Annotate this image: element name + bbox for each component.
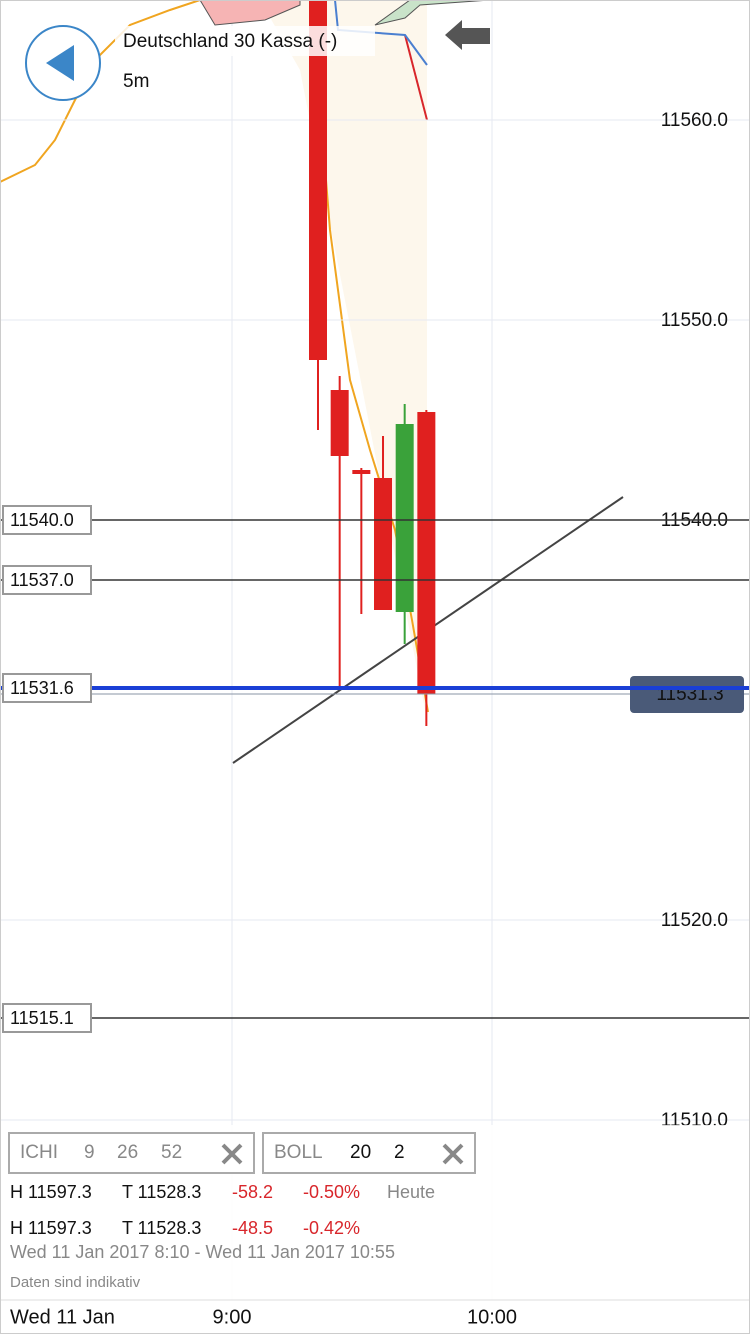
y-tick-label: 11550.0 xyxy=(661,310,728,331)
boll-box[interactable] xyxy=(262,1132,476,1174)
level-box xyxy=(2,673,92,703)
level-label: 11515.1 xyxy=(10,1008,74,1028)
x-tick-label: 9:00 xyxy=(213,1306,252,1328)
period: Heute xyxy=(387,1182,435,1202)
ichi-param: 26 xyxy=(117,1142,138,1163)
back-icon xyxy=(46,45,74,81)
change-pct: -0.42% xyxy=(303,1218,360,1238)
low: T 11528.3 xyxy=(122,1182,201,1202)
candle-body xyxy=(374,478,393,610)
x-date: Wed 11 Jan xyxy=(10,1306,115,1328)
signal-line xyxy=(404,34,428,121)
plot: 11560.011550.011540.011520.011510.011531… xyxy=(0,0,750,1131)
level-label: 11540.0 xyxy=(10,510,74,530)
level-label: 11537.0 xyxy=(10,570,74,590)
level-label: 11531.6 xyxy=(10,678,74,698)
ichi-box[interactable] xyxy=(8,1132,255,1174)
y-tick-label: 11560.0 xyxy=(661,110,728,131)
change: -58.2 xyxy=(232,1182,273,1202)
ichi: ICHI xyxy=(20,1142,58,1163)
level-box xyxy=(2,1003,92,1033)
high: H 11597.3 xyxy=(10,1218,92,1238)
back-arrow-icon[interactable] xyxy=(445,20,490,50)
level-box xyxy=(2,505,92,535)
date-range: Wed 11 Jan 2017 8:10 - Wed 11 Jan 2017 1… xyxy=(10,1242,395,1262)
boll-mid xyxy=(317,79,429,713)
note: Daten sind indikativ xyxy=(10,1274,141,1291)
high: H 11597.3 xyxy=(10,1182,92,1202)
change-pct: -0.50% xyxy=(303,1182,360,1202)
instrument: Deutschland 30 Kassa (-) xyxy=(123,31,337,52)
candle-body xyxy=(417,412,436,694)
change: -48.5 xyxy=(232,1218,273,1238)
boll-param: 20 xyxy=(350,1142,371,1163)
candle-body xyxy=(395,424,414,612)
low: T 11528.3 xyxy=(122,1218,201,1238)
boll: BOLL xyxy=(274,1142,323,1163)
cloud-green xyxy=(374,0,491,26)
close-icon[interactable] xyxy=(221,1143,243,1165)
title-bg xyxy=(115,26,375,56)
ichi-param: 52 xyxy=(161,1142,182,1163)
last-price-box xyxy=(630,676,744,713)
candle-body xyxy=(309,0,327,360)
ichimoku-cloud xyxy=(0,0,427,720)
ichi-param: 9 xyxy=(84,1142,95,1163)
y-tick-label: 11520.0 xyxy=(661,910,728,931)
candle-body xyxy=(352,470,371,474)
candle-body xyxy=(330,390,349,456)
cloud-red xyxy=(199,0,301,26)
x-tick-label: 10:00 xyxy=(467,1306,517,1328)
interval: 5m xyxy=(123,71,149,92)
level-box xyxy=(2,565,92,595)
boll-param: 2 xyxy=(394,1142,405,1163)
close-icon[interactable] xyxy=(442,1143,464,1165)
